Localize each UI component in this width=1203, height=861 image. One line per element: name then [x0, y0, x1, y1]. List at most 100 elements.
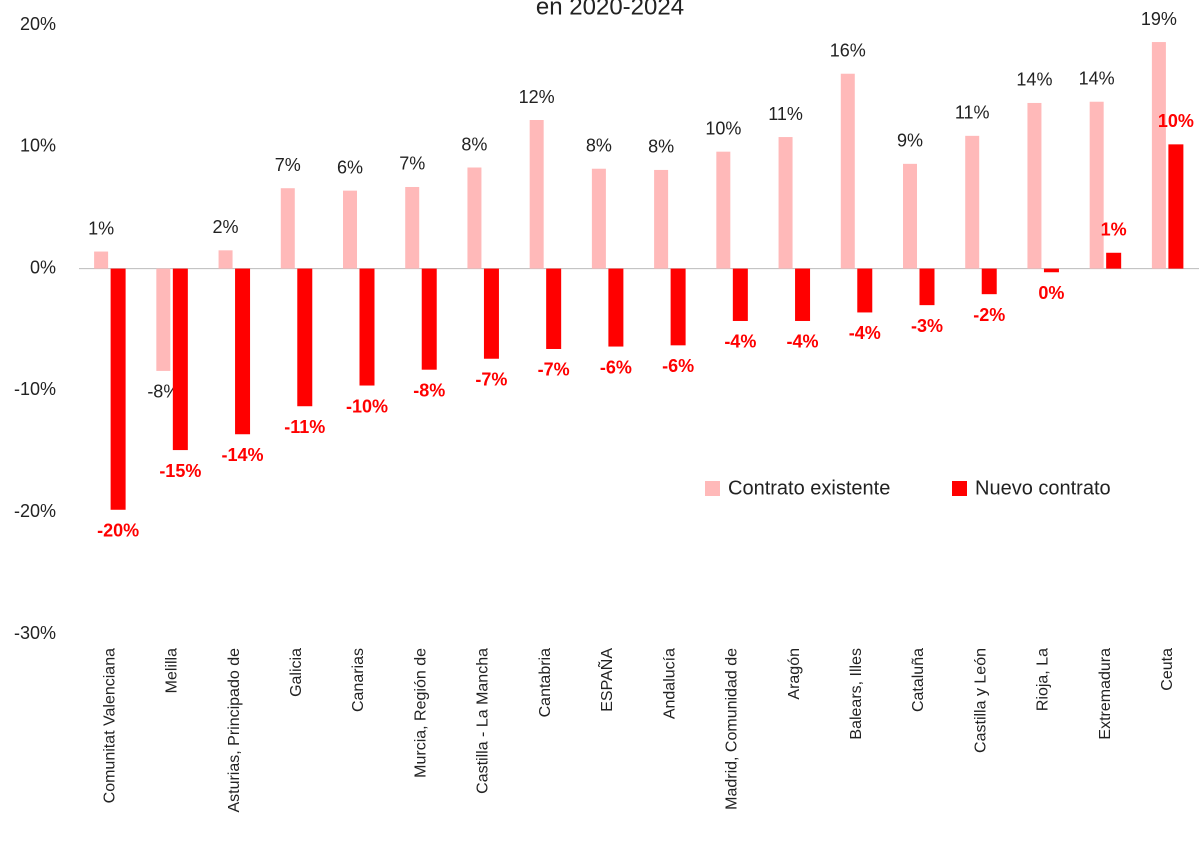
bar [591, 168, 606, 269]
chart-title: en 2020-2024 [536, 0, 684, 20]
data-label: -10% [346, 396, 388, 416]
bar [965, 135, 980, 269]
y-tick-label: -30% [14, 623, 56, 643]
bar [732, 268, 748, 321]
data-label: 1% [1101, 220, 1127, 240]
bar [795, 268, 811, 321]
data-label: 1% [88, 218, 114, 238]
x-tick-label: Melilla [164, 648, 181, 693]
data-label: 14% [1016, 70, 1052, 90]
bar [280, 188, 295, 269]
bar [716, 151, 731, 269]
bar [421, 268, 437, 370]
y-tick-label: 10% [20, 136, 56, 156]
x-tick-label: Galicia [288, 648, 305, 697]
data-label: 11% [768, 104, 803, 124]
bar [654, 169, 669, 269]
x-tick-label: Comunitat Valenciana [101, 648, 118, 803]
data-label: 12% [519, 87, 555, 107]
data-label: -11% [284, 417, 325, 437]
data-label: -3% [911, 316, 943, 336]
bar [1151, 42, 1166, 269]
data-label: -8% [413, 380, 445, 400]
bar [94, 251, 109, 269]
bar [1089, 101, 1104, 269]
bar [778, 137, 793, 269]
x-tick-label: Asturias, Principado de [226, 648, 243, 813]
x-tick-label: Cantabria [537, 648, 554, 717]
bar [546, 268, 562, 349]
bar [467, 167, 482, 269]
x-tick-label: Castilla - La Mancha [475, 648, 492, 794]
data-label: -8% [147, 382, 179, 402]
x-tick-label: Canarias [350, 648, 367, 712]
bar [483, 268, 499, 359]
data-label: 6% [337, 157, 363, 177]
data-label: 14% [1079, 68, 1115, 88]
legend-label: Nuevo contrato [975, 477, 1111, 499]
x-tick-label: Aragón [786, 648, 803, 700]
data-label: 8% [648, 137, 674, 157]
bar [1106, 252, 1122, 269]
y-tick-label: 20% [20, 14, 56, 34]
data-label: -4% [849, 323, 881, 343]
data-label: -4% [724, 332, 756, 352]
data-label: 8% [586, 135, 612, 155]
bar [903, 163, 917, 269]
bar [218, 250, 233, 269]
x-tick-label: Extremadura [1097, 648, 1114, 740]
data-label: 2% [213, 217, 239, 237]
bar [405, 186, 420, 269]
bar [1027, 102, 1042, 269]
data-label: -20% [97, 521, 139, 541]
data-label: -14% [222, 445, 264, 465]
data-label: 10% [705, 118, 741, 138]
bar [359, 268, 375, 386]
data-label: 19% [1141, 9, 1177, 29]
x-tick-label: ESPAÑA [596, 648, 616, 712]
bar [981, 268, 997, 295]
data-label: -6% [662, 356, 694, 376]
data-label: 0% [1038, 283, 1064, 303]
x-tick-label: Andalucía [661, 648, 678, 719]
bar [172, 268, 188, 451]
x-tick-label: Rioja, La [1035, 648, 1052, 711]
data-label: 7% [399, 154, 425, 174]
y-tick-label: -20% [14, 501, 56, 521]
bar [608, 268, 624, 347]
data-label: 9% [897, 131, 923, 151]
data-label: -7% [538, 360, 570, 380]
x-tick-label: Murcia, Región de [412, 648, 429, 778]
bar [343, 190, 357, 269]
data-label: -4% [787, 332, 819, 352]
data-label: -2% [973, 305, 1005, 325]
y-tick-label: -10% [14, 379, 56, 399]
bar [110, 268, 126, 510]
data-label: 11% [955, 103, 990, 123]
bar [297, 268, 313, 407]
x-tick-label: Castilla y León [972, 648, 989, 753]
bar [1168, 144, 1184, 269]
bar [919, 268, 935, 306]
legend-label: Contrato existente [728, 477, 890, 499]
x-tick-label: Balears, Illes [848, 648, 865, 740]
data-label: 10% [1158, 111, 1194, 131]
bar [235, 268, 251, 435]
data-label: -7% [475, 369, 507, 389]
bar [529, 120, 544, 269]
bar [156, 268, 171, 371]
bar [1043, 268, 1059, 273]
bar [857, 268, 873, 313]
bar [670, 268, 686, 346]
data-label: -6% [600, 357, 632, 377]
data-label: 16% [830, 40, 866, 60]
legend-swatch [705, 481, 720, 496]
y-tick-label: 0% [30, 257, 56, 277]
bar [840, 73, 855, 269]
x-tick-label: Cataluña [910, 648, 927, 712]
x-tick-label: Madrid, Comunidad de [724, 648, 741, 810]
data-label: -15% [159, 461, 201, 481]
legend-swatch [952, 481, 967, 496]
data-label: 7% [275, 155, 301, 175]
